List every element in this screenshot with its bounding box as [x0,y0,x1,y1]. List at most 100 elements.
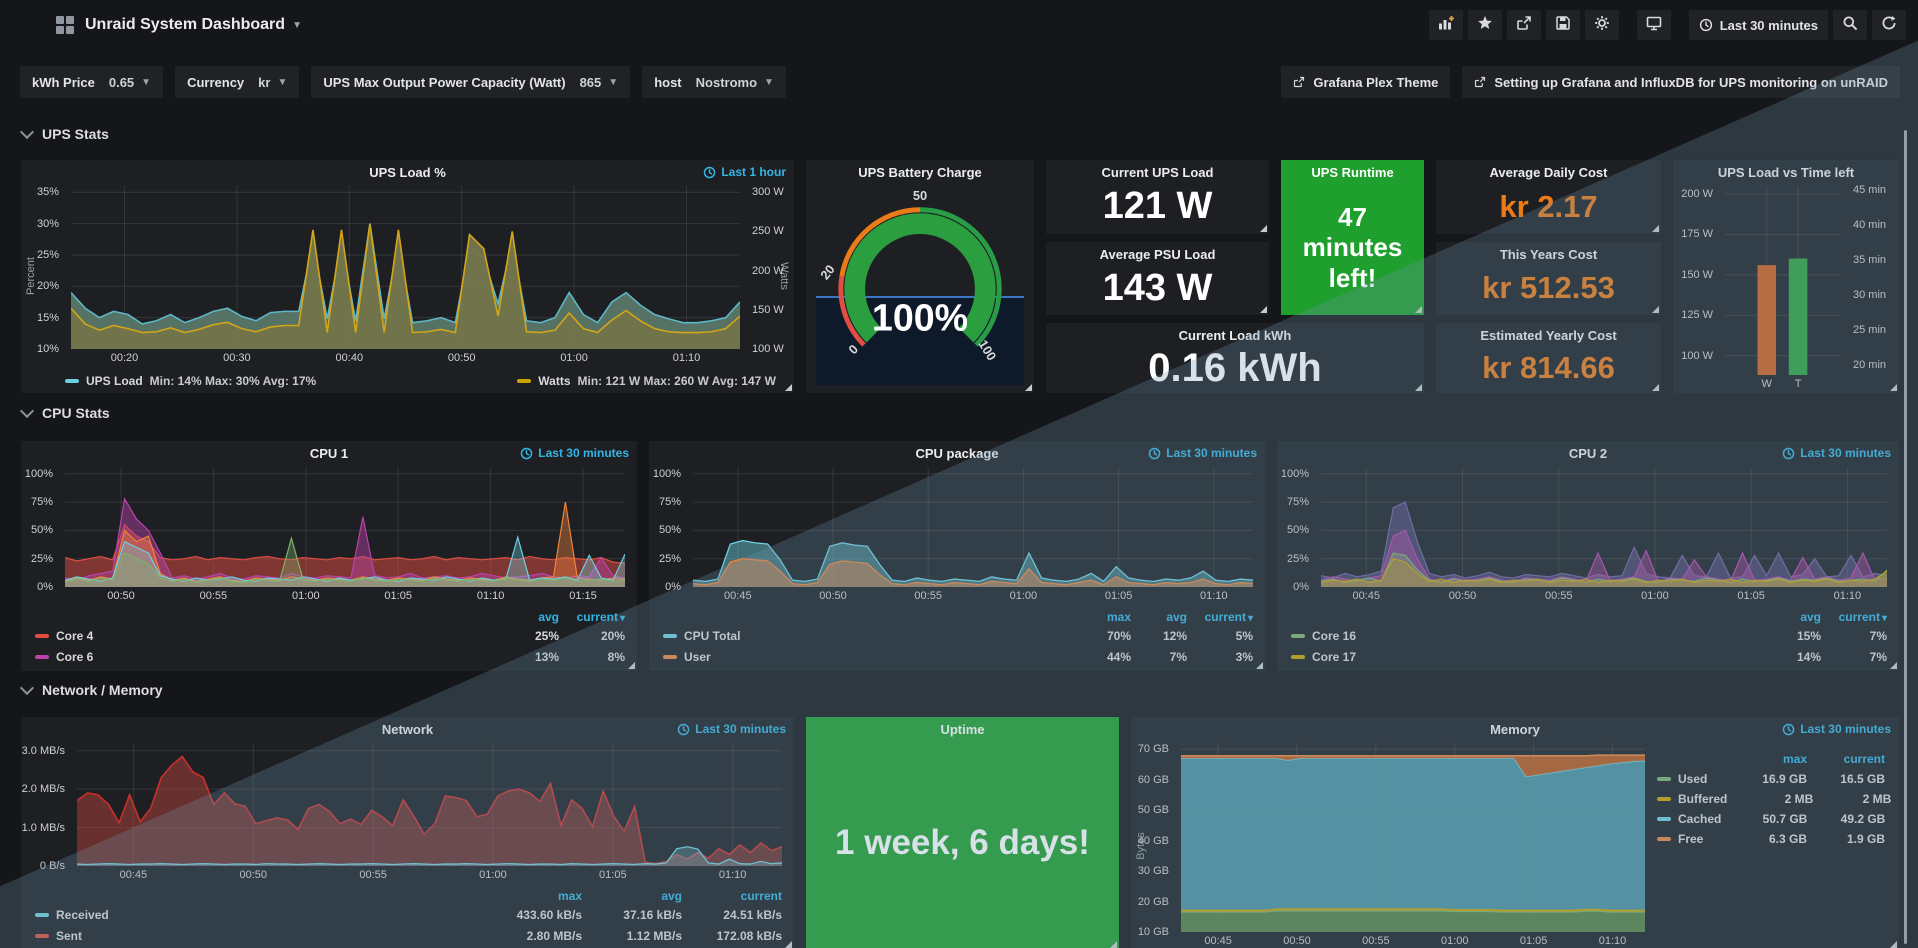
chart-area[interactable]: 200 W 175 W 150 W 125 W 100 W 45 min 40 min 35 … [1673,184,1899,393]
variable-host[interactable]: host Nostromo ▼ [642,66,786,98]
add-panel-button[interactable] [1428,10,1463,40]
legend-series-name[interactable]: Core 16 [1291,629,1761,643]
legend-value: 70% [1106,628,1131,643]
chart-area[interactable]: Percent Watts 35% 30% 25% 20% 15% 10% 300 W 250 W… [21,184,794,367]
dashboard-link[interactable]: Grafana Plex Theme [1281,66,1451,98]
chart-area[interactable]: 100% 75% 50% 25% 0% 00:45 00:50 00:55 01:00 01:05… [1277,465,1899,605]
legend-series-name[interactable]: Cached [1657,812,1721,826]
legend-series-name[interactable]: Core 6 [35,650,499,664]
dashboard-link-label: Grafana Plex Theme [1313,74,1439,90]
y-tick-label: 25% [658,552,681,565]
time-range-button[interactable]: Last 30 minutes [1688,10,1828,40]
legend-series-name[interactable]: CPU Total [663,629,1071,643]
legend-item: Watts Min: 121 W Max: 260 W Avg: 147 W [517,374,776,388]
variable-value-dropdown[interactable]: 0.65 ▼ [108,74,152,90]
refresh-button[interactable] [1872,10,1906,40]
panel-title[interactable]: Memory [1490,721,1540,737]
y-tick-label: 10 GB [1137,926,1169,938]
legend-col-header[interactable]: avg [661,888,682,903]
legend-col-header[interactable]: current [1187,610,1253,624]
legend-series-name[interactable]: User [663,650,1071,664]
chart-area[interactable]: 100% 75% 50% 25% 0% 00:50 00:55 01:00 01:05 01:10… [21,465,637,605]
legend-series-name[interactable]: Used [1657,772,1721,786]
variable-currency[interactable]: Currency kr ▼ [175,66,300,98]
panel-title[interactable]: Current Load kWh [1178,328,1292,343]
legend-value: 25% [534,628,559,643]
legend-col-header[interactable]: max [1782,752,1807,766]
save-button[interactable] [1545,10,1580,40]
x-tick-label: 01:10 [1598,935,1627,947]
tv-mode-button[interactable] [1636,10,1671,40]
star-button[interactable] [1467,10,1502,40]
stat-value: kr 2.17 [1499,188,1598,224]
svg-text:100%: 100% [872,296,968,338]
chart-area[interactable]: Bytes 70 GB 60 GB 50 GB 40 GB 30 GB 20 GB 10 GB… [1131,741,1653,948]
y-tick-label: 100% [652,467,681,480]
panel-title[interactable]: UPS Load vs Time left [1717,164,1855,180]
search-button[interactable] [1833,10,1867,40]
section-header-cpu-stats[interactable]: CPU Stats [19,403,110,421]
legend-series-name[interactable]: Sent [35,929,466,943]
legend-col-header[interactable]: current [1843,752,1885,766]
legend-series-name[interactable]: UPS Load [86,374,143,388]
variable-label: kWh Price [32,74,95,90]
legend-col-header[interactable]: current [740,888,782,903]
panel-title[interactable]: Current UPS Load [1101,165,1214,180]
legend-col-header[interactable]: avg [1800,609,1821,624]
variable-value-dropdown[interactable]: Nostromo ▼ [695,74,774,90]
panel-title[interactable]: Average Daily Cost [1489,165,1608,180]
panel-title[interactable]: UPS Load % [369,164,446,180]
legend-header-row: max avg current [663,608,1253,625]
legend-col-header[interactable]: avg [1166,609,1187,624]
panel-title[interactable]: Network [381,721,434,737]
panel-title[interactable]: Uptime [940,722,985,737]
legend-series-name[interactable]: Core 4 [35,629,499,643]
chart-area[interactable]: 3.0 MB/s 2.0 MB/s 1.0 MB/s 0 B/s 00:45 00:50 0… [21,741,794,884]
panel-title[interactable]: UPS Battery Charge [858,164,982,180]
panel-title[interactable]: This Years Cost [1499,247,1598,262]
legend-series-name[interactable]: Buffered [1657,792,1727,806]
panel-title[interactable]: Average PSU Load [1099,247,1216,262]
legend-col-header[interactable]: max [557,888,582,903]
panel-title[interactable]: CPU 2 [1568,445,1608,461]
legend-series-name[interactable]: Core 17 [1291,650,1761,664]
legend-value: 2 MB [1862,792,1892,806]
y-axis: 3.0 MB/s 2.0 MB/s 1.0 MB/s 0 B/s [21,743,71,872]
legend-row: Core 4 25% 20% [35,625,625,646]
y-tick-label: 150 W [1681,268,1713,281]
panel-header: CPU 2 Last 30 minutes [1277,441,1899,465]
dashboard-link[interactable]: Setting up Grafana and InfluxDB for UPS … [1462,66,1900,98]
scrollbar[interactable] [1904,130,1907,944]
variable-value-dropdown[interactable]: kr ▼ [258,74,288,90]
legend-col-header[interactable]: max [1106,609,1131,624]
y-tick-label: 1.0 MB/s [21,821,65,834]
legend-series-name[interactable]: Received [35,908,466,922]
legend-series-name[interactable]: Watts [538,374,571,388]
legend-series-marker-icon [517,379,532,383]
panel-title[interactable]: UPS Runtime [1311,165,1394,180]
legend-col-header[interactable]: current [1821,610,1887,624]
variable-kwh-price[interactable]: kWh Price 0.65 ▼ [20,66,164,98]
legend-col-header[interactable]: avg [538,609,559,624]
legend-col-header[interactable]: current [559,610,625,624]
settings-button[interactable] [1584,10,1619,40]
legend-row: Sent 2.80 MB/s 1.12 MB/s 172.08 kB/s [35,925,782,946]
panel-title[interactable]: CPU 1 [309,445,349,461]
variable-ups-max-output-power-capacity-watt-[interactable]: UPS Max Output Power Capacity (Watt) 865 ▼ [311,66,631,98]
panel-title[interactable]: CPU package [915,445,999,461]
dashboard-picker-icon[interactable] [56,16,74,34]
panel-title[interactable]: Estimated Yearly Cost [1480,328,1617,343]
variable-value-dropdown[interactable]: 865 ▼ [579,74,619,90]
dashboard-title[interactable]: Unraid System Dashboard ▼ [85,16,302,34]
legend-series-name[interactable]: Free [1657,832,1721,846]
section-header-ups-stats[interactable]: UPS Stats [19,124,109,142]
section-header-network-memory[interactable]: Network / Memory [19,680,163,698]
share-button[interactable] [1506,10,1541,40]
battery-gauge: 0 20 50 100 100% [806,184,1034,393]
clock-icon [1782,447,1795,460]
chevron-down-icon: ▼ [764,76,774,88]
chart-area[interactable]: 100% 75% 50% 25% 0% 00:45 00:50 00:55 01:00 01:05… [649,465,1265,605]
